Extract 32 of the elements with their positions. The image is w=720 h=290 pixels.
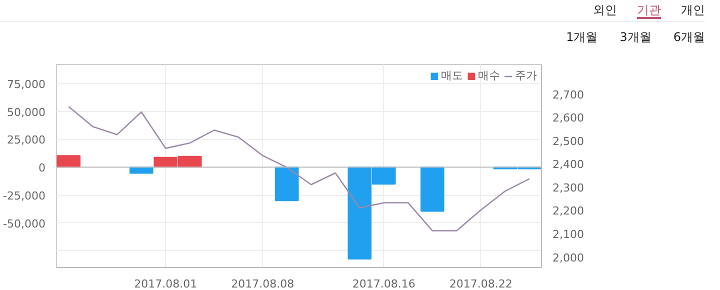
y-tick-label: -25,000 [3,190,46,202]
bar [129,166,154,174]
y-tick-label: 75,000 [7,78,46,91]
y2-tick-label: 2,100 [552,228,584,242]
legend-label: 주가 [515,69,537,83]
text: 기관 [637,3,661,19]
line-series [68,106,530,232]
text: 6개월 [673,30,705,44]
y-tick-label: 0 [38,162,46,175]
x-tick-label: 2017.08.08 [231,278,294,290]
x-tick-label: 2017.08.16 [352,278,416,290]
y2-tick-label: 2,700 [552,88,584,102]
legend-label: 매수 [478,69,500,83]
bar [420,166,444,212]
bar [56,155,81,168]
y2-tick-label: 2,000 [552,251,584,264]
y2-tick-label: 2,200 [552,204,584,218]
bar [274,166,299,202]
x-tick-label: 2017.08.22 [449,278,512,290]
y2-tick-label: 2,600 [552,112,584,125]
y-tick-label: -50,000 [3,217,46,230]
legend-label: 매도 [441,69,463,83]
x-tick-label: 2017.08.01 [134,278,198,290]
y-tick-label: 50,000 [7,106,46,119]
text: 3개월 [620,30,652,44]
text: 외인 [593,3,617,17]
y-tick-label: 25,000 [7,134,46,147]
y2-tick-label: 2,500 [552,134,584,148]
y2-tick-label: 2,400 [552,158,584,172]
y2-tick-label: 2,300 [552,181,584,194]
text: 1개월 [566,30,598,44]
text: 개인 [681,3,705,17]
